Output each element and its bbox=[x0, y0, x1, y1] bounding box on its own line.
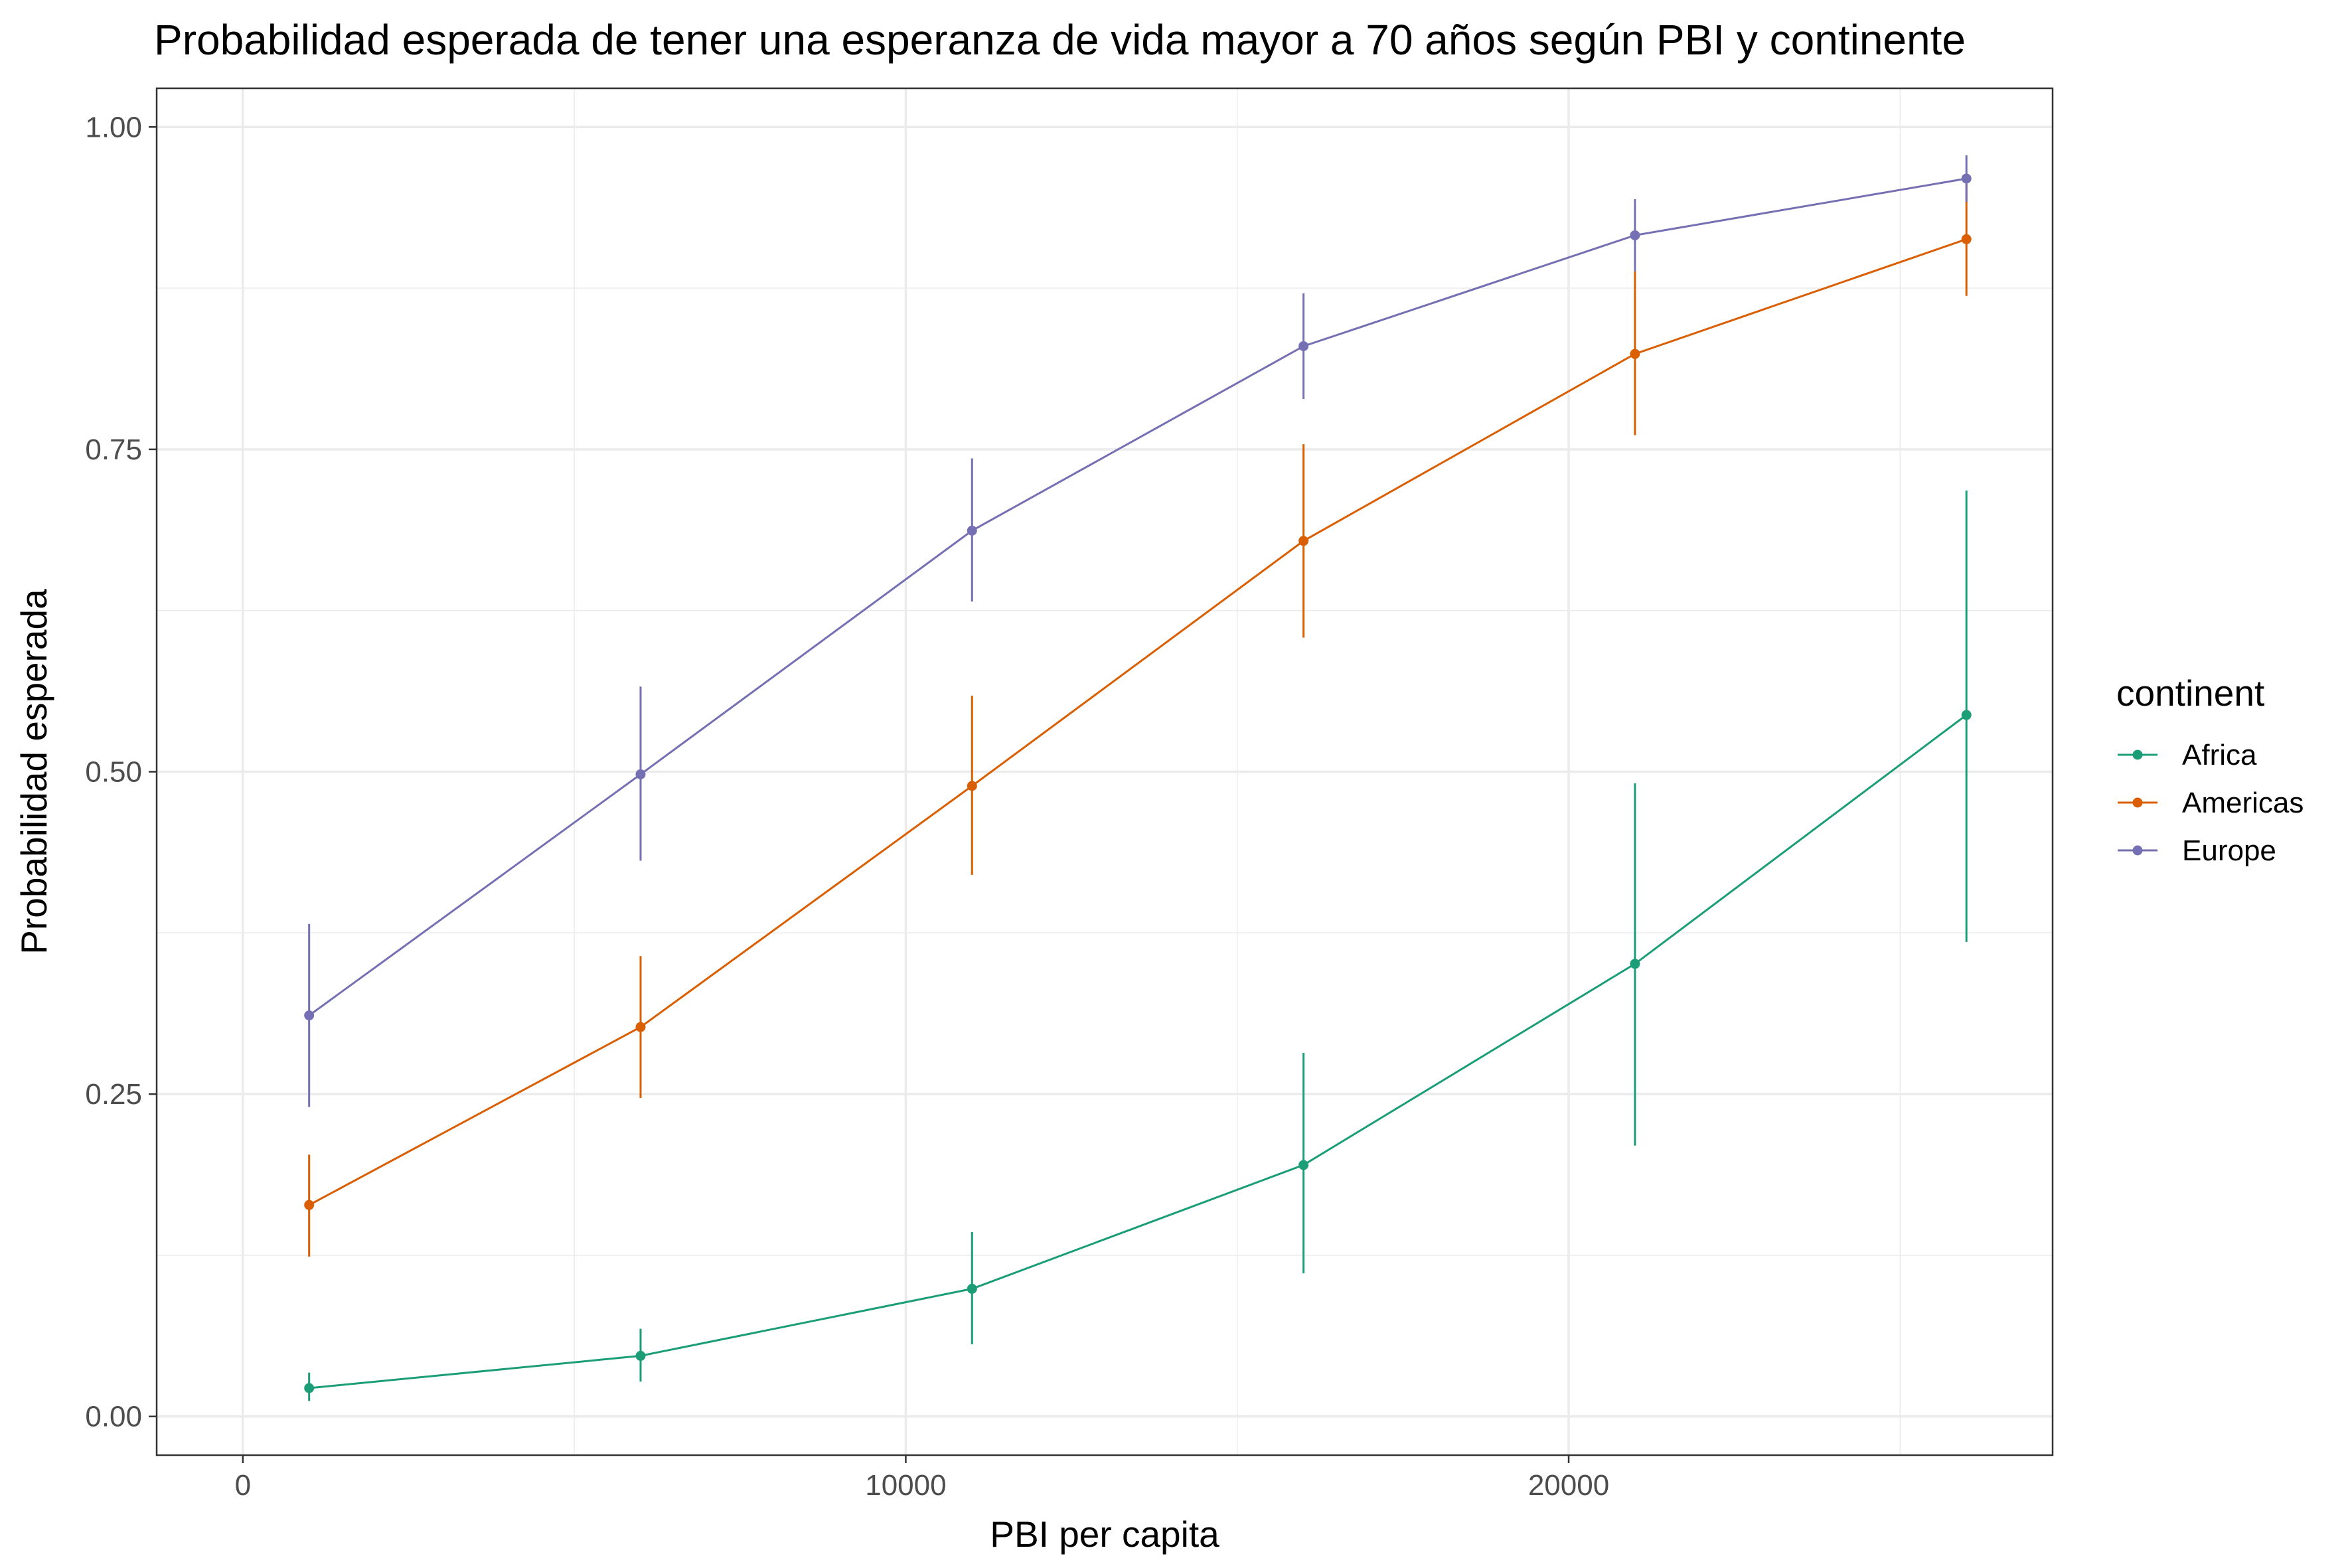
series-line bbox=[309, 714, 1968, 1389]
data-point bbox=[967, 1283, 977, 1294]
legend-label: Americas bbox=[2182, 787, 2304, 819]
data-point bbox=[635, 1022, 646, 1032]
legend-item-europe: Europe bbox=[2118, 834, 2276, 867]
series-europe bbox=[304, 155, 1972, 1107]
data-point bbox=[967, 525, 977, 536]
legend-item-africa: Africa bbox=[2118, 739, 2257, 771]
data-point bbox=[635, 769, 646, 779]
legend-label: Africa bbox=[2182, 739, 2257, 771]
x-tick-label: 10000 bbox=[865, 1469, 946, 1502]
series-layer bbox=[304, 155, 1972, 1401]
data-point bbox=[967, 781, 977, 791]
y-tick-label: 0.25 bbox=[85, 1078, 142, 1111]
legend-item-americas: Americas bbox=[2118, 787, 2304, 819]
legend-label: Europe bbox=[2182, 834, 2276, 867]
y-tick-label: 0.50 bbox=[85, 756, 142, 789]
data-point bbox=[1961, 710, 1972, 720]
x-tick-label: 0 bbox=[235, 1469, 251, 1502]
legend-key-point bbox=[2132, 845, 2143, 856]
data-point bbox=[635, 1350, 646, 1361]
series-africa bbox=[304, 491, 1972, 1401]
data-point bbox=[1298, 1160, 1309, 1170]
data-point bbox=[1298, 536, 1309, 546]
data-point bbox=[1630, 230, 1640, 240]
axes: 0.00 0.25 0.50 0.75 1.00 0 10000 20000 bbox=[85, 111, 1609, 1502]
data-point bbox=[1961, 173, 1972, 184]
series-line bbox=[308, 238, 1967, 1206]
x-tick-label: 20000 bbox=[1528, 1469, 1609, 1502]
legend-key-point bbox=[2132, 797, 2143, 808]
data-point bbox=[304, 1010, 315, 1021]
y-tick-label: 1.00 bbox=[85, 111, 142, 143]
series-line bbox=[308, 177, 1967, 1016]
legend-key-point bbox=[2132, 749, 2143, 760]
data-point bbox=[1961, 234, 1972, 244]
legend: continent Africa Americas Europe bbox=[2116, 672, 2304, 867]
data-point bbox=[1630, 349, 1640, 359]
data-point bbox=[304, 1383, 315, 1393]
grid bbox=[157, 88, 2053, 1455]
legend-title: continent bbox=[2116, 672, 2264, 714]
y-tick-label: 0.00 bbox=[85, 1401, 142, 1433]
chart-title: Probabilidad esperada de tener una esper… bbox=[154, 16, 1966, 64]
data-point bbox=[1298, 341, 1309, 351]
data-point bbox=[1630, 959, 1640, 969]
y-axis-title: Probabilidad esperada bbox=[13, 589, 54, 955]
x-axis-title: PBI per capita bbox=[990, 1514, 1219, 1555]
y-tick-label: 0.75 bbox=[85, 433, 142, 466]
data-point bbox=[304, 1200, 315, 1210]
series-americas bbox=[304, 183, 1972, 1257]
